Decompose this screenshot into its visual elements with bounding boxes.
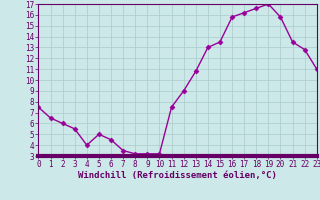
X-axis label: Windchill (Refroidissement éolien,°C): Windchill (Refroidissement éolien,°C) [78,171,277,180]
